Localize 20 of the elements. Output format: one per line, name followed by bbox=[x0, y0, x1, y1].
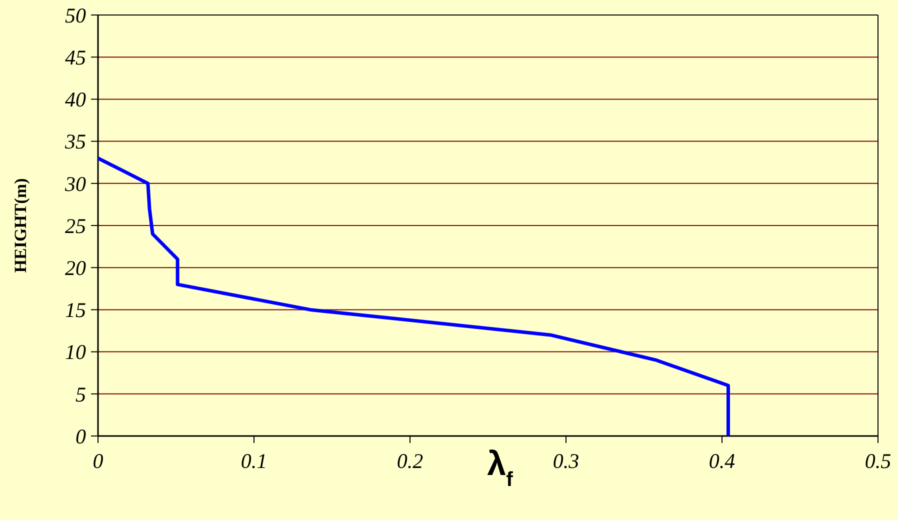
y-tick-label: 20 bbox=[65, 256, 86, 280]
y-tick-label: 10 bbox=[65, 340, 86, 364]
y-tick-label: 50 bbox=[65, 3, 86, 28]
x-tick-label: 0.1 bbox=[240, 449, 268, 473]
y-tick-label: 40 bbox=[65, 88, 86, 112]
x-tick-label: 0.2 bbox=[396, 449, 424, 473]
x-tick-label: 0.3 bbox=[552, 449, 580, 473]
y-tick-label: 25 bbox=[65, 214, 86, 238]
y-tick-label: 0 bbox=[76, 424, 86, 448]
y-tick-label: 30 bbox=[64, 172, 86, 196]
y-axis-title: HEIGHT(m) bbox=[11, 178, 30, 273]
x-tick-label: 0 bbox=[92, 449, 104, 473]
x-tick-label: 0.5 bbox=[864, 449, 892, 473]
x-axis-title: λ$_{f}$ bbox=[487, 445, 514, 491]
y-tick-label: 15 bbox=[65, 298, 86, 322]
line-series bbox=[96, 156, 730, 438]
y-tick-label: 35 bbox=[64, 130, 86, 154]
y-tick-label: 5 bbox=[76, 382, 86, 406]
x-tick-label: 0.4 bbox=[708, 449, 736, 473]
y-tick-label: 45 bbox=[65, 45, 86, 70]
